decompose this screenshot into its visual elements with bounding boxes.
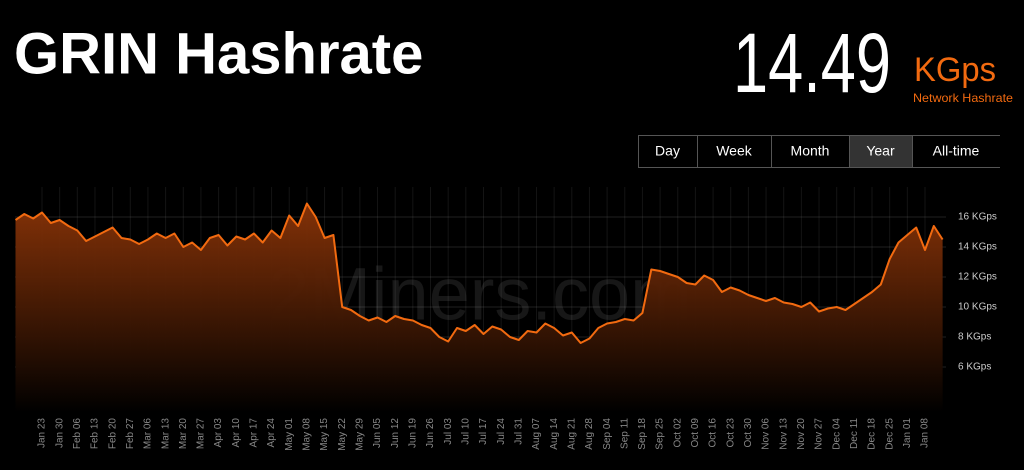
x-tick-label: Apr 10 bbox=[231, 418, 242, 448]
x-tick-label: Nov 27 bbox=[814, 418, 825, 450]
x-tick-label: May 29 bbox=[355, 418, 366, 451]
x-tick-label: Jul 24 bbox=[496, 418, 507, 445]
x-tick-label: Dec 18 bbox=[867, 418, 878, 450]
x-tick-label: Feb 27 bbox=[125, 418, 136, 450]
button-label[interactable]: Year bbox=[866, 143, 895, 159]
x-tick-label: Jan 01 bbox=[902, 418, 913, 448]
x-tick-label: Oct 30 bbox=[743, 418, 754, 448]
x-tick-label: Nov 20 bbox=[796, 418, 807, 450]
y-tick-label: 8 KGps bbox=[958, 332, 991, 343]
x-tick-label: Apr 03 bbox=[213, 418, 224, 448]
button-label[interactable]: Week bbox=[716, 143, 753, 159]
area-fill bbox=[15, 203, 943, 412]
hashrate-unit: KGps bbox=[914, 51, 996, 89]
x-tick-label: Jun 05 bbox=[372, 418, 383, 448]
page-title: GRIN Hashrate bbox=[14, 21, 423, 86]
button-label[interactable]: Month bbox=[791, 143, 830, 159]
x-tick-label: Mar 27 bbox=[196, 418, 207, 450]
button-label[interactable]: All-time bbox=[933, 143, 980, 159]
range-button[interactable]: Year bbox=[849, 136, 913, 167]
x-tick-label: Dec 25 bbox=[884, 418, 895, 450]
x-tick-label: Feb 20 bbox=[107, 418, 118, 450]
x-tick-label: Oct 02 bbox=[672, 418, 683, 448]
y-tick-label: 16 KGps bbox=[958, 212, 997, 223]
button-label[interactable]: Day bbox=[655, 143, 680, 159]
button-bg[interactable] bbox=[698, 136, 771, 167]
x-tick-label: Sep 11 bbox=[619, 418, 630, 449]
button-bg[interactable] bbox=[772, 136, 849, 167]
x-tick-label: Mar 13 bbox=[160, 418, 171, 450]
x-tick-label: Mar 06 bbox=[143, 418, 154, 450]
hashrate-caption: Network Hashrate bbox=[913, 91, 1013, 105]
x-tick-label: Nov 13 bbox=[778, 418, 789, 450]
x-tick-label: Jan 08 bbox=[920, 418, 931, 448]
x-tick-label: Feb 13 bbox=[90, 418, 101, 450]
x-tick-label: Oct 23 bbox=[725, 418, 736, 448]
range-buttons: Day Week Month Year All-time bbox=[638, 135, 1001, 168]
x-tick-label: Nov 06 bbox=[761, 418, 772, 450]
x-tick-label: Mar 20 bbox=[178, 418, 189, 450]
x-tick-label: May 01 bbox=[284, 418, 295, 451]
x-tick-label: Aug 21 bbox=[566, 418, 577, 450]
x-tick-label: Apr 24 bbox=[266, 418, 277, 448]
range-button[interactable]: Week bbox=[697, 136, 772, 167]
x-tick-label: Apr 17 bbox=[249, 418, 260, 448]
y-tick-label: 14 KGps bbox=[958, 242, 997, 253]
button-bg[interactable] bbox=[639, 136, 697, 167]
x-tick-label: Sep 04 bbox=[602, 418, 613, 450]
range-button[interactable]: Day bbox=[639, 136, 697, 167]
x-tick-label: Jul 03 bbox=[443, 418, 454, 445]
x-tick-label: Aug 28 bbox=[584, 418, 595, 450]
range-button[interactable]: All-time bbox=[912, 136, 1001, 167]
x-tick-label: Jun 26 bbox=[425, 418, 436, 448]
x-tick-label: Jun 19 bbox=[407, 418, 418, 448]
x-tick-label: May 15 bbox=[319, 418, 330, 451]
x-tick-label: Oct 16 bbox=[708, 418, 719, 448]
x-tick-label: Jul 31 bbox=[513, 418, 524, 445]
x-tick-label: May 08 bbox=[302, 418, 313, 451]
x-tick-label: Sep 18 bbox=[637, 418, 648, 450]
x-tick-label: Jun 12 bbox=[390, 418, 401, 448]
x-tick-label: Jan 23 bbox=[37, 418, 48, 448]
x-tick-label: Oct 09 bbox=[690, 418, 701, 448]
y-tick-label: 12 KGps bbox=[958, 272, 997, 283]
x-tick-label: Aug 14 bbox=[549, 418, 560, 450]
x-tick-label: Dec 04 bbox=[831, 418, 842, 450]
x-tick-label: Feb 06 bbox=[72, 418, 83, 450]
x-tick-label: Sep 25 bbox=[655, 418, 666, 450]
hashrate-value: 14.49 bbox=[733, 16, 891, 110]
x-tick-label: May 22 bbox=[337, 418, 348, 451]
x-tick-label: Jul 10 bbox=[460, 418, 471, 445]
button-bg[interactable] bbox=[850, 136, 912, 167]
y-tick-label: 10 KGps bbox=[958, 302, 997, 313]
y-tick-label: 6 KGps bbox=[958, 362, 991, 373]
range-button[interactable]: Month bbox=[771, 136, 850, 167]
button-bg[interactable] bbox=[913, 136, 1000, 167]
x-tick-label: Aug 07 bbox=[531, 418, 542, 450]
line bbox=[14, 202, 944, 344]
x-tick-label: Dec 11 bbox=[849, 418, 860, 449]
x-tick-label: Jul 17 bbox=[478, 418, 489, 445]
x-tick-label: Jan 30 bbox=[54, 418, 65, 448]
